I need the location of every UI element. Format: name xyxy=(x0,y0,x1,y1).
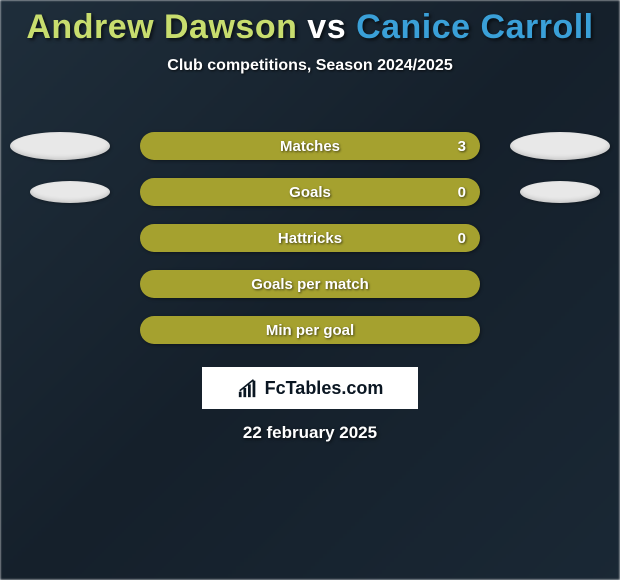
ellipse-left xyxy=(10,132,110,160)
player1-name: Andrew Dawson xyxy=(26,8,297,46)
stat-row: Goals 0 xyxy=(0,169,620,215)
stat-row: Goals per match xyxy=(0,261,620,307)
stat-label: Goals per match xyxy=(251,276,369,293)
stat-bar: Matches 3 xyxy=(140,132,480,160)
ellipse-right xyxy=(520,181,600,203)
stat-value: 0 xyxy=(458,184,466,201)
vs-text: vs xyxy=(297,8,356,46)
ellipse-left xyxy=(30,181,110,203)
stat-row: Matches 3 xyxy=(0,123,620,169)
stats-bars: Matches 3 Goals 0 Hattricks 0 Goals per match M… xyxy=(0,123,620,353)
ellipse-right xyxy=(510,132,610,160)
stat-value: 0 xyxy=(458,230,466,247)
date-text: 22 february 2025 xyxy=(0,423,620,443)
logo-text: FcTables.com xyxy=(265,378,384,399)
stat-label: Hattricks xyxy=(278,230,342,247)
stat-value: 3 xyxy=(458,138,466,155)
stat-bar: Min per goal xyxy=(140,316,480,344)
stat-row: Hattricks 0 xyxy=(0,215,620,261)
stat-bar: Hattricks 0 xyxy=(140,224,480,252)
fctables-icon xyxy=(237,377,259,399)
stat-label: Goals xyxy=(289,184,331,201)
stat-label: Matches xyxy=(280,138,340,155)
stat-label: Min per goal xyxy=(266,322,354,339)
comparison-title: Andrew Dawson vs Canice Carroll xyxy=(0,8,620,47)
subtitle: Club competitions, Season 2024/2025 xyxy=(0,57,620,75)
stat-bar: Goals 0 xyxy=(140,178,480,206)
stat-bar: Goals per match xyxy=(140,270,480,298)
player2-name: Canice Carroll xyxy=(356,8,594,46)
stat-row: Min per goal xyxy=(0,307,620,353)
logo-box: FcTables.com xyxy=(202,367,418,409)
